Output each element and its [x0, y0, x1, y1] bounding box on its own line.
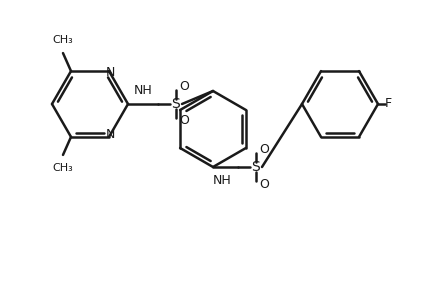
Text: O: O	[259, 144, 268, 156]
Text: NH: NH	[133, 84, 152, 97]
Text: NH: NH	[213, 174, 231, 187]
Text: O: O	[178, 115, 188, 127]
Text: N: N	[105, 65, 115, 79]
Text: F: F	[383, 97, 391, 111]
Text: O: O	[178, 80, 188, 94]
Text: O: O	[259, 178, 268, 190]
Text: N: N	[105, 128, 115, 141]
Text: S: S	[171, 97, 180, 111]
Text: CH₃: CH₃	[52, 35, 73, 45]
Text: CH₃: CH₃	[52, 163, 73, 173]
Text: S: S	[251, 160, 260, 174]
